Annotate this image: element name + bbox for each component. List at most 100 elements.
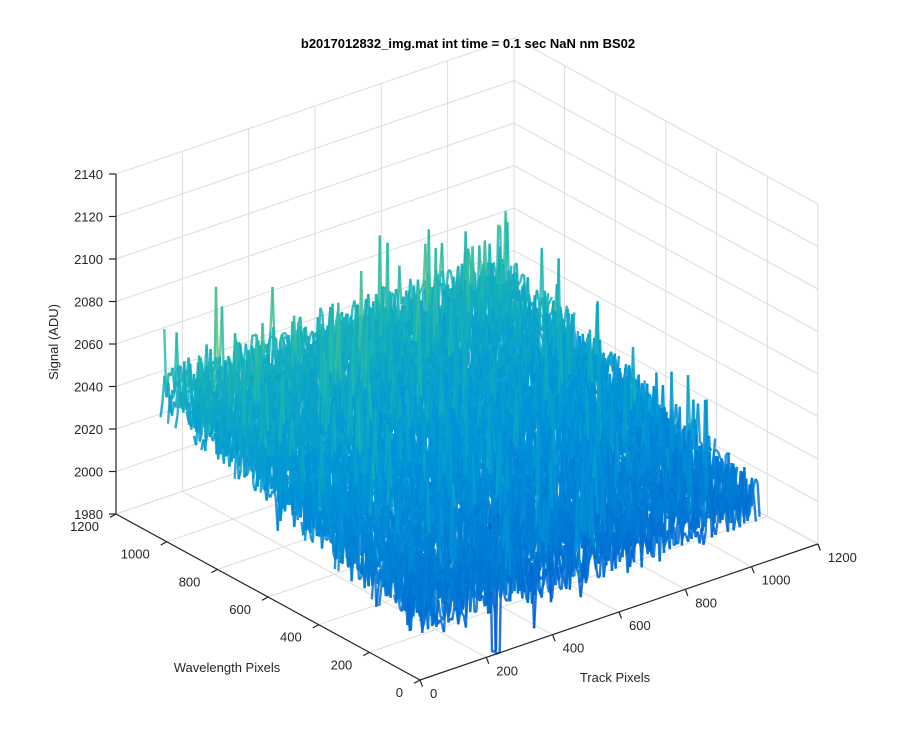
surface-segment [485, 276, 490, 291]
surface-segment [248, 385, 252, 389]
surface-segment [346, 313, 351, 323]
surface-segment [429, 301, 434, 305]
surface-segment [209, 388, 214, 393]
surface-segment [346, 342, 351, 354]
surface-segment [163, 328, 168, 398]
surface-segment [245, 472, 250, 477]
surface-segment [176, 384, 181, 389]
surface-segment [189, 426, 194, 431]
surface-segment [197, 355, 203, 380]
surface-segment [207, 405, 213, 425]
surface-segment [187, 412, 192, 421]
surface-segment [409, 278, 414, 295]
surface-segment [357, 348, 362, 368]
surface-segment [482, 293, 488, 316]
surface-segment [304, 396, 309, 400]
surface-segment [186, 390, 190, 394]
surface-segment [502, 316, 508, 327]
surface-segment [412, 391, 416, 396]
surface-segment [402, 354, 408, 361]
surface-segment [228, 358, 233, 365]
surface-segment [400, 349, 406, 356]
surface-segment [354, 319, 358, 323]
surface-segment [296, 329, 301, 338]
surface-segment [490, 329, 495, 334]
surface-segment [261, 323, 266, 359]
surface-segment [437, 272, 441, 278]
surface-segment [292, 315, 298, 356]
surface-segment [449, 269, 454, 280]
surface-segment [178, 378, 183, 386]
surface-segment [313, 352, 318, 358]
surface-segment [450, 371, 455, 376]
surface-segment [481, 306, 487, 324]
surface-segment [274, 367, 280, 375]
surface-segment [280, 354, 284, 358]
surface-segment [403, 304, 409, 322]
surface-segment [497, 223, 501, 228]
surface-segment [352, 318, 356, 323]
surface-segment [394, 407, 397, 411]
surface-segment [398, 349, 404, 367]
surface-segment [517, 282, 521, 286]
surface-segment [341, 369, 346, 376]
surface-segment [562, 326, 567, 331]
surface-segment [508, 289, 513, 297]
surface-segment [440, 304, 443, 308]
surface-segment [478, 245, 483, 275]
surface-segment [470, 361, 475, 366]
surface-segment [333, 384, 337, 388]
surface-segment [291, 363, 295, 368]
surface-segment [518, 273, 524, 284]
surface-segment [189, 382, 195, 396]
surface-segment [302, 361, 307, 374]
surface-segment [198, 433, 203, 442]
surface-segment [405, 299, 411, 311]
surface-segment [583, 351, 587, 355]
surface-segment [295, 417, 300, 423]
surface-segment [159, 400, 164, 418]
surface-segment [272, 364, 277, 369]
surface-segment [178, 390, 183, 395]
surface-segment [231, 396, 236, 402]
surface-segment [549, 296, 554, 302]
surface-segment [419, 287, 424, 293]
surface-segment [251, 398, 256, 404]
surface-segment [202, 368, 208, 386]
surface-segment [298, 337, 303, 361]
surface-plot [159, 211, 761, 656]
surface-segment [458, 379, 462, 384]
surface-segment [203, 382, 207, 386]
surface-segment [475, 291, 480, 304]
surface-segment [456, 311, 460, 316]
surface-segment [528, 304, 533, 314]
surface-segment [466, 248, 471, 325]
surface-segment [249, 387, 255, 393]
surface-segment [251, 333, 256, 338]
surface-segment [448, 292, 452, 296]
surface-segment [398, 265, 403, 305]
surface-segment [420, 349, 425, 354]
surface-segment [385, 416, 389, 420]
surface-segment [368, 322, 373, 328]
surface-segment [341, 332, 347, 347]
surface-segment [401, 336, 406, 343]
surface-segment [435, 332, 440, 356]
surface-segment [282, 374, 287, 380]
surface-segment [243, 358, 248, 399]
surface-segment [300, 332, 305, 353]
surface-segment [505, 298, 510, 311]
surface-segment [401, 308, 406, 323]
surface-segment [485, 283, 490, 298]
surface-segment [225, 402, 231, 415]
surface-segment [410, 390, 414, 394]
surface-segment [345, 332, 350, 343]
surface-segment [522, 303, 528, 320]
surface-segment [501, 264, 507, 288]
surface-segment [383, 317, 388, 324]
surface-segment [440, 307, 445, 318]
surface-segment [219, 375, 224, 383]
surface-segment [271, 349, 277, 356]
surface-segment [392, 328, 398, 345]
